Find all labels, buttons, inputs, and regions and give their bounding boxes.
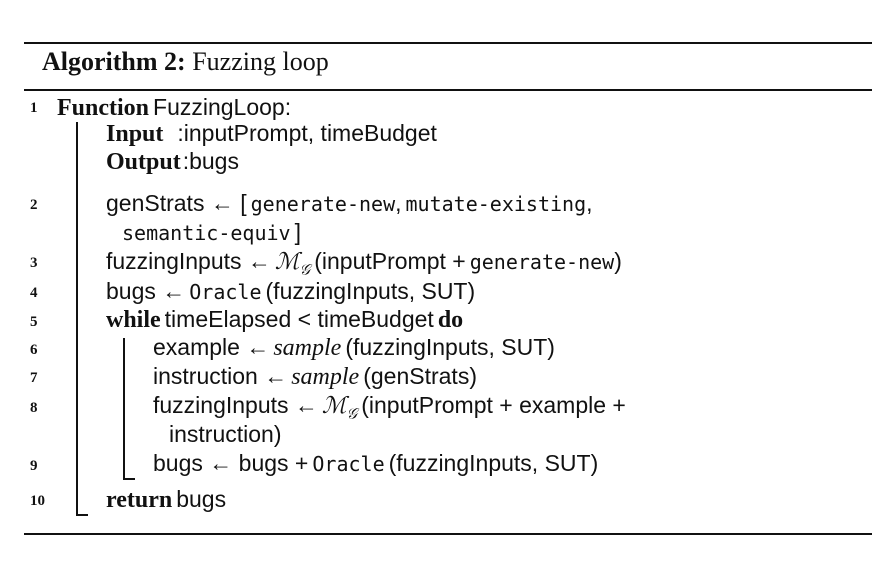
example-assign: example ← xyxy=(153,334,270,360)
line-number: 8 xyxy=(30,400,38,416)
output-sep: : xyxy=(182,148,190,174)
model-subscript: 𝒢 xyxy=(346,404,358,423)
comma: , xyxy=(586,190,593,216)
model-m: ℳ xyxy=(274,249,300,275)
line-number: 4 xyxy=(30,285,38,301)
fuzzing-inputs-assign: fuzzingInputs ← xyxy=(153,392,318,418)
sample-args: (genStrats) xyxy=(363,363,477,389)
while-block-end xyxy=(123,478,135,480)
input-line: Input :inputPrompt, timeBudget xyxy=(106,120,437,148)
genstrats-line-cont: semantic-equiv ] xyxy=(122,219,301,246)
function-block-end xyxy=(76,514,88,516)
oracle-args: (fuzzingInputs, SUT) xyxy=(388,450,599,476)
input-keyword: Input xyxy=(106,121,164,147)
genstrats-line: genStrats ← [ generate-new, mutate-exist… xyxy=(106,190,593,217)
algorithm-name: Fuzzing loop xyxy=(192,47,329,76)
model-subscript: 𝒢 xyxy=(299,260,311,279)
line-number: 6 xyxy=(30,342,38,358)
while-condition: timeElapsed < timeBudget xyxy=(164,306,434,332)
algorithm-label: Algorithm 2: xyxy=(42,47,186,76)
model-args: (inputPrompt + example + xyxy=(361,392,626,418)
strategy-generate-new: generate-new xyxy=(250,192,396,216)
strategy-mutate-existing: mutate-existing xyxy=(405,192,587,216)
fuzzing-inputs-update-cont: instruction) xyxy=(169,421,281,448)
bugs-update-line: bugs ← bugs + Oracle (fuzzingInputs, SUT… xyxy=(153,450,598,477)
sample-call: sample xyxy=(273,335,342,361)
do-keyword: do xyxy=(437,307,464,333)
output-value: bugs xyxy=(189,148,239,174)
fuzzing-inputs-init-line: fuzzingInputs ← ℳ𝒢 (inputPrompt + genera… xyxy=(106,248,622,279)
while-block-line xyxy=(123,338,125,479)
while-keyword: while xyxy=(106,307,161,333)
model-args-cont: instruction) xyxy=(169,421,282,447)
genstrats-assign: genStrats ← [ xyxy=(106,190,247,216)
strategy-semantic-equiv: semantic-equiv xyxy=(122,221,291,245)
input-value: inputPrompt, timeBudget xyxy=(183,120,437,146)
output-keyword: Output xyxy=(106,149,181,175)
function-keyword: Function xyxy=(57,95,150,121)
bugs-assign: bugs ← xyxy=(106,278,186,304)
fuzzing-inputs-update-line: fuzzingInputs ← ℳ𝒢 (inputPrompt + exampl… xyxy=(153,392,626,423)
function-block-line xyxy=(76,122,78,515)
model-symbol: ℳ𝒢 xyxy=(274,249,310,279)
list-close: ] xyxy=(294,219,301,245)
strategy-generate-new: generate-new xyxy=(469,250,615,274)
line-number: 2 xyxy=(30,197,38,213)
line-number: 5 xyxy=(30,314,38,330)
input-sep: : xyxy=(177,120,184,146)
model-symbol: ℳ𝒢 xyxy=(321,393,357,423)
oracle-call: Oracle xyxy=(312,452,385,476)
oracle-call: Oracle xyxy=(189,280,262,304)
fuzzing-inputs-assign: fuzzingInputs ← xyxy=(106,248,271,274)
function-name: FuzzingLoop xyxy=(153,94,285,120)
output-line: Output:bugs xyxy=(106,148,239,176)
line-number: 9 xyxy=(30,458,38,474)
sample-args: (fuzzingInputs, SUT) xyxy=(345,334,555,360)
model-m: ℳ xyxy=(321,393,347,419)
bugs-assign: bugs ← bugs + xyxy=(153,450,309,476)
bottom-rule xyxy=(24,533,872,535)
line-number: 3 xyxy=(30,255,38,271)
paren-close: ) xyxy=(614,248,622,274)
return-line: return bugs xyxy=(106,486,226,514)
instruction-assign: instruction ← xyxy=(153,363,288,389)
line-number: 7 xyxy=(30,370,38,386)
oracle-args: (fuzzingInputs, SUT) xyxy=(265,278,476,304)
top-rule xyxy=(24,42,872,44)
example-line: example ← sample (fuzzingInputs, SUT) xyxy=(153,334,555,362)
return-value: bugs xyxy=(176,486,227,512)
while-line: while timeElapsed < timeBudget do xyxy=(106,306,463,334)
sample-call: sample xyxy=(291,364,360,390)
model-args: (inputPrompt + xyxy=(314,248,466,274)
algorithm-title: Algorithm 2: Fuzzing loop xyxy=(42,47,329,77)
function-colon: : xyxy=(284,94,292,120)
bugs-init-line: bugs ← Oracle (fuzzingInputs, SUT) xyxy=(106,278,475,305)
instruction-line: instruction ← sample (genStrats) xyxy=(153,363,477,391)
line-number: 10 xyxy=(30,493,45,509)
comma: , xyxy=(395,190,402,216)
line-number: 1 xyxy=(30,100,38,116)
return-keyword: return xyxy=(106,487,173,513)
title-rule xyxy=(24,89,872,91)
function-line: Function FuzzingLoop: xyxy=(57,94,291,122)
